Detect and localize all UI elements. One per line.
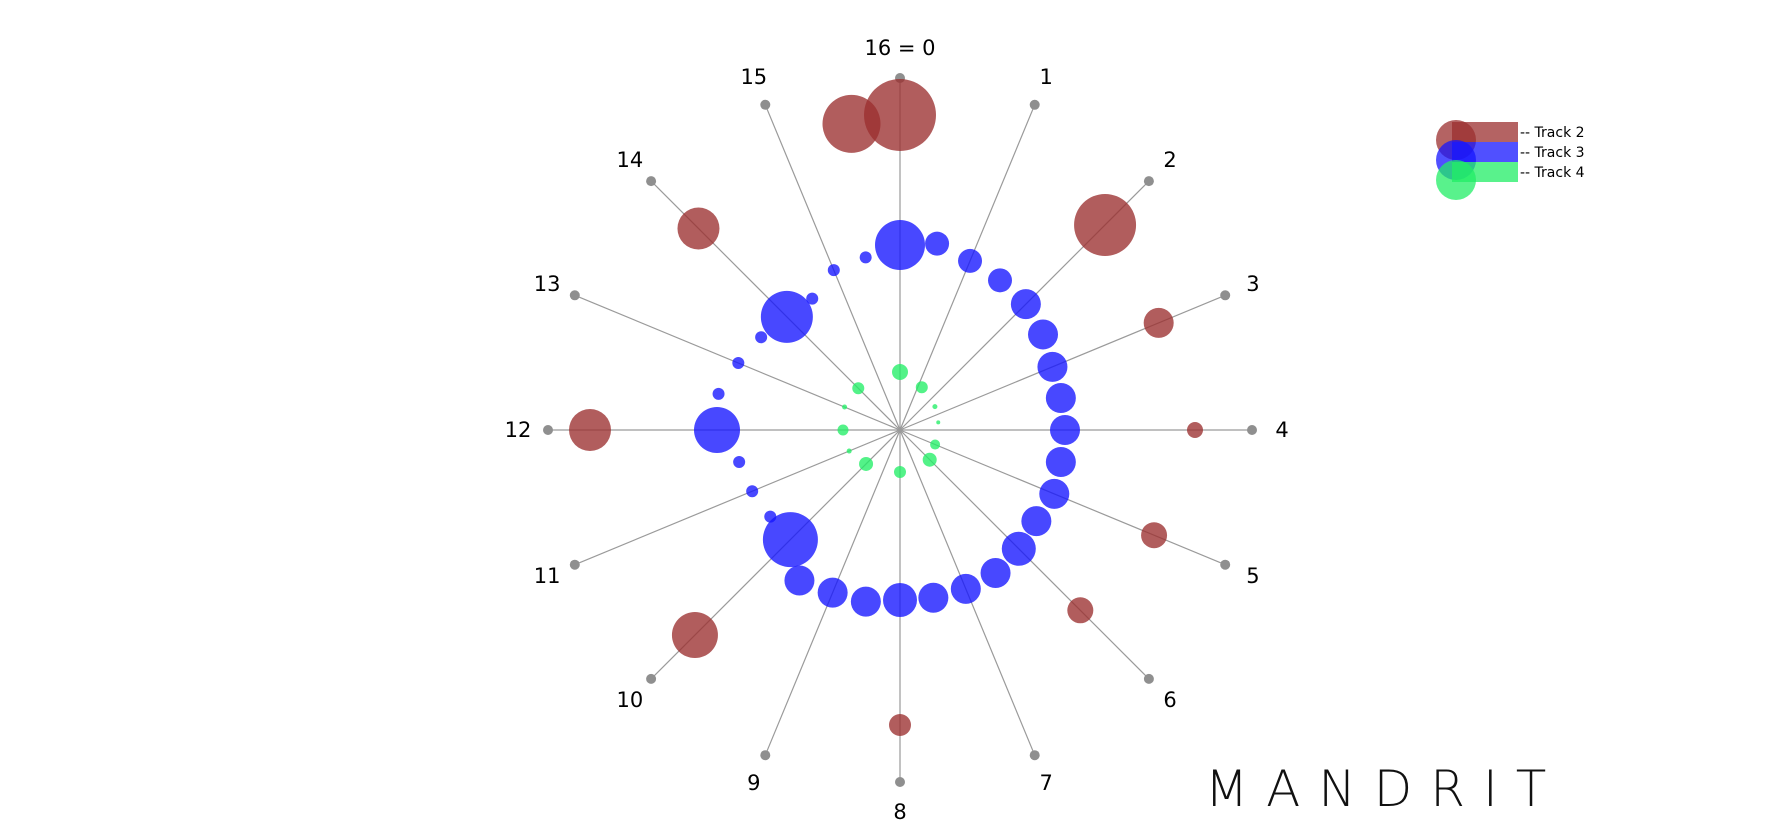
data-point-series-2 (733, 455, 746, 468)
data-point-series-2 (925, 231, 950, 256)
spoke-end-dot (1247, 425, 1257, 435)
spoke-end-dot (1220, 559, 1231, 570)
data-point-series-3 (846, 448, 852, 454)
spoke-end-dot (1143, 176, 1154, 187)
spoke-end-dot (569, 559, 580, 570)
data-point-series-3 (932, 404, 938, 410)
data-point-series-2 (755, 331, 768, 344)
spoke-end-dot (760, 99, 771, 110)
data-point-series-1 (864, 79, 936, 151)
data-point-series-2 (806, 292, 819, 305)
data-point-series-3 (894, 466, 906, 478)
data-point-series-2 (694, 407, 740, 453)
data-point-series-1 (1141, 522, 1168, 549)
data-point-series-1 (671, 612, 718, 659)
spoke-label: 7 (1039, 771, 1052, 795)
spoke-end-dot (1029, 750, 1040, 761)
spoke-label: 12 (505, 418, 532, 442)
data-point-series-1 (1187, 422, 1203, 438)
data-point-series-2 (746, 485, 759, 498)
spoke-end-dot (569, 290, 580, 301)
data-point-series-2 (762, 512, 818, 568)
spoke-label: 2 (1163, 148, 1176, 172)
data-point-series-3 (936, 420, 941, 425)
data-point-series-3 (915, 381, 928, 394)
data-point-series-1 (1067, 597, 1094, 624)
data-point-series-1 (677, 207, 720, 250)
spoke-end-dot (543, 425, 553, 435)
data-point-series-3 (852, 382, 865, 395)
data-point-series-2 (1028, 319, 1059, 350)
spoke-label: 3 (1246, 272, 1259, 296)
data-point-series-2 (875, 220, 925, 270)
data-point-series-3 (842, 404, 848, 410)
spoke-label: 9 (747, 771, 760, 795)
data-point-series-1 (1143, 307, 1174, 338)
spoke-label: 13 (534, 272, 561, 296)
data-point-series-2 (850, 586, 881, 617)
spoke-end-dot (1143, 673, 1154, 684)
data-point-series-2 (827, 264, 840, 277)
data-point-series-2 (817, 577, 848, 608)
data-point-series-2 (784, 565, 815, 596)
legend-label: -- Track 4 (1520, 165, 1585, 181)
data-point-series-1 (569, 409, 611, 451)
legend-marker (1436, 160, 1476, 200)
data-point-series-2 (1045, 383, 1076, 414)
brand-wordmark: MANDRIT (1205, 760, 1564, 818)
spokes-layer (543, 73, 1257, 787)
data-point-series-2 (1037, 351, 1068, 382)
spoke-end-dot (760, 750, 771, 761)
spoke-label: 11 (534, 564, 561, 588)
data-point-series-2 (1039, 478, 1070, 509)
spoke-label: 6 (1163, 688, 1176, 712)
data-point-series-1 (1074, 193, 1137, 256)
data-point-series-1 (889, 714, 911, 736)
data-point-series-2 (918, 582, 949, 613)
spoke-label: 1 (1039, 65, 1052, 89)
data-point-series-3 (837, 424, 849, 436)
data-point-series-2 (732, 357, 745, 370)
spoke-label: 16 = 0 (864, 36, 935, 60)
data-point-series-2 (1010, 289, 1041, 320)
data-point-series-2 (1021, 506, 1052, 537)
spoke-end-dot (646, 176, 657, 187)
spoke-end-dot (895, 777, 905, 787)
data-point-series-3 (892, 364, 908, 380)
spoke-label: 5 (1246, 564, 1259, 588)
bubbles-layer (569, 79, 1203, 736)
data-point-series-2 (1050, 415, 1080, 445)
data-point-series-2 (883, 583, 917, 617)
spoke-label: 8 (893, 800, 906, 824)
spoke-label: 15 (740, 65, 767, 89)
data-point-series-3 (922, 452, 937, 467)
data-point-series-1 (822, 94, 881, 153)
data-point-series-3 (930, 439, 941, 450)
spoke-end-dot (1029, 99, 1040, 110)
legend: -- Track 2 -- Track 3 -- Track 4 (1436, 120, 1585, 200)
data-point-series-2 (1045, 446, 1076, 477)
data-point-series-2 (859, 251, 872, 264)
spoke-line (574, 429, 901, 566)
data-point-series-3 (859, 456, 874, 471)
legend-label: -- Track 3 (1520, 145, 1585, 161)
data-point-series-2 (980, 558, 1011, 589)
data-point-series-2 (712, 387, 725, 400)
data-point-series-2 (1001, 531, 1036, 566)
spoke-label: 10 (617, 688, 644, 712)
spoke-label: 14 (617, 148, 644, 172)
data-point-series-2 (764, 510, 777, 523)
spoke-end-dot (646, 673, 657, 684)
legend-label: -- Track 2 (1520, 125, 1585, 141)
spoke-label: 4 (1275, 418, 1288, 442)
data-point-series-2 (958, 248, 983, 273)
spoke-end-dot (1220, 290, 1231, 301)
data-point-series-2 (760, 290, 813, 343)
data-point-series-2 (950, 573, 981, 604)
data-point-series-2 (988, 268, 1013, 293)
